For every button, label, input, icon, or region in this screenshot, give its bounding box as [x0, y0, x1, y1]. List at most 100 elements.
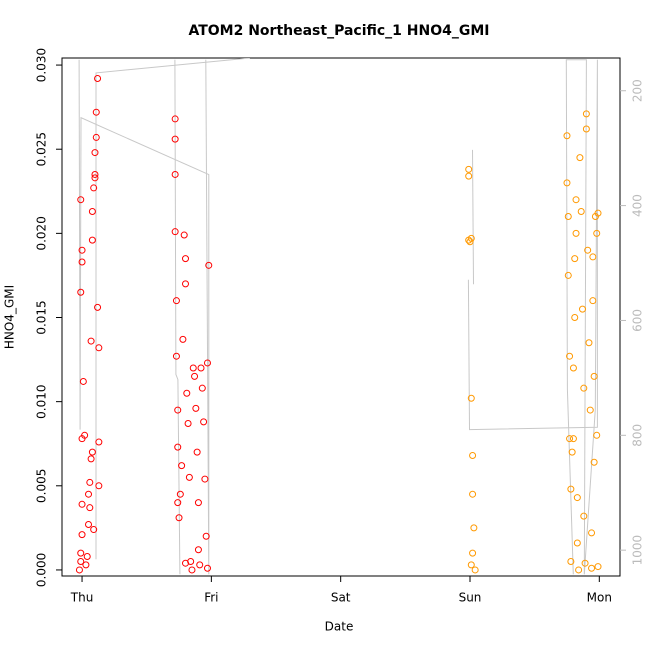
- point: [90, 184, 98, 192]
- point: [179, 335, 187, 343]
- point: [176, 490, 184, 498]
- point: [469, 490, 477, 498]
- point: [575, 566, 583, 574]
- point: [577, 207, 585, 215]
- point: [95, 438, 103, 446]
- point: [172, 352, 180, 360]
- point: [184, 420, 192, 428]
- point: [83, 552, 91, 560]
- point: [200, 418, 208, 426]
- point: [581, 559, 589, 567]
- point: [593, 229, 601, 237]
- point: [95, 344, 103, 352]
- point: [594, 563, 602, 571]
- point: [201, 475, 209, 483]
- point: [582, 125, 590, 133]
- x-tick-label: Mon: [587, 591, 612, 605]
- point: [88, 448, 96, 456]
- point: [580, 384, 588, 392]
- point: [465, 172, 473, 180]
- point: [181, 280, 189, 288]
- point: [567, 558, 575, 566]
- point: [85, 521, 93, 529]
- point: [174, 406, 182, 414]
- point: [566, 435, 574, 443]
- point: [77, 549, 85, 557]
- point: [576, 154, 584, 162]
- point: [571, 255, 579, 263]
- point: [594, 209, 602, 217]
- point: [196, 561, 204, 569]
- point: [178, 462, 186, 470]
- point: [467, 394, 475, 402]
- point: [194, 546, 202, 554]
- point: [469, 549, 477, 557]
- x-axis-title: Date: [325, 620, 354, 634]
- point: [572, 229, 580, 237]
- y-tick-label: 0.025: [35, 132, 49, 166]
- point: [567, 485, 575, 493]
- point: [470, 524, 478, 532]
- y2-tick-label: 200: [631, 79, 645, 102]
- point: [469, 452, 477, 460]
- point: [593, 431, 601, 439]
- point: [589, 253, 597, 261]
- point: [571, 314, 579, 322]
- point: [580, 512, 588, 520]
- chart-title: ATOM2 Northeast_Pacific_1 HNO4_GMI: [188, 23, 489, 39]
- point: [197, 364, 205, 372]
- y-tick-label: 0.030: [35, 48, 49, 82]
- point: [573, 539, 581, 547]
- point: [471, 566, 479, 574]
- point: [205, 261, 213, 269]
- point: [569, 364, 577, 372]
- y-tick-label: 0.015: [35, 300, 49, 334]
- point: [465, 165, 473, 173]
- point: [590, 458, 598, 466]
- point: [75, 566, 83, 574]
- point: [79, 377, 87, 385]
- point: [568, 448, 576, 456]
- x-tick-label: Sat: [331, 591, 351, 605]
- point: [564, 271, 572, 279]
- point: [78, 500, 86, 508]
- point: [82, 561, 90, 569]
- point: [467, 234, 475, 242]
- point: [181, 255, 189, 263]
- point: [203, 564, 211, 572]
- point: [90, 526, 98, 534]
- point: [91, 149, 99, 157]
- point: [92, 108, 100, 116]
- point: [566, 352, 574, 360]
- point: [171, 115, 179, 123]
- point: [572, 196, 580, 204]
- point: [191, 372, 199, 380]
- point: [91, 170, 99, 178]
- point: [563, 132, 571, 140]
- point: [78, 246, 86, 254]
- point: [94, 75, 102, 83]
- point: [202, 532, 210, 540]
- point: [203, 359, 211, 367]
- point: [88, 236, 96, 244]
- point: [585, 339, 593, 347]
- y2-tick-label: 800: [631, 424, 645, 447]
- point: [198, 384, 206, 392]
- point: [466, 238, 474, 246]
- pressure-line: [78, 58, 598, 575]
- point: [582, 110, 590, 118]
- point: [188, 566, 196, 574]
- point: [171, 228, 179, 236]
- point: [174, 443, 182, 451]
- point: [86, 504, 94, 512]
- point: [172, 297, 180, 305]
- point: [586, 406, 594, 414]
- y-tick-label: 0.010: [35, 384, 49, 418]
- point: [87, 455, 95, 463]
- point: [88, 207, 96, 215]
- y-tick-label: 0.020: [35, 216, 49, 250]
- x-tick-label: Sun: [459, 591, 482, 605]
- x-tick-label: Thu: [70, 591, 94, 605]
- point: [589, 297, 597, 305]
